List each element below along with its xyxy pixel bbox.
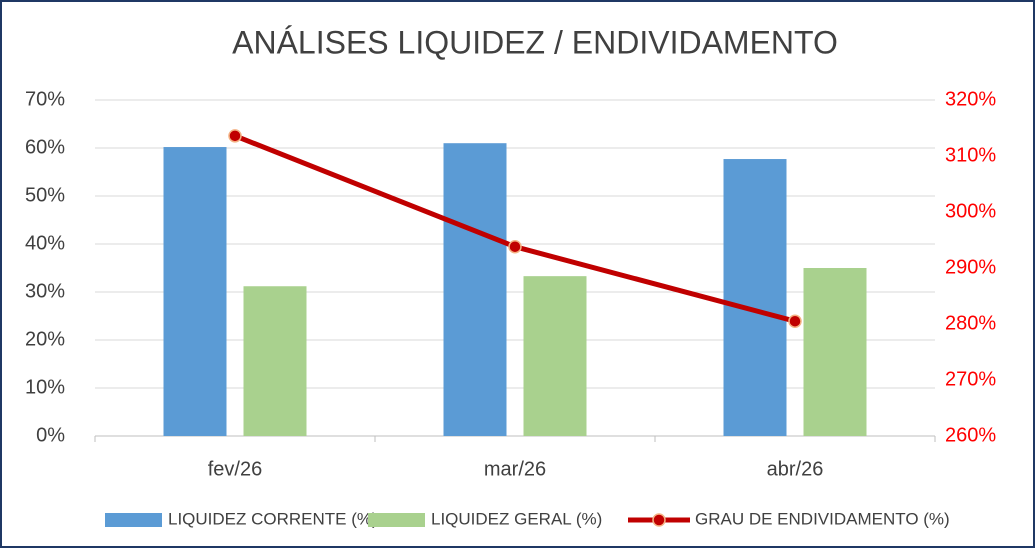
- marker: [228, 129, 242, 143]
- marker: [508, 239, 522, 254]
- legend-marker: [652, 513, 666, 527]
- y2-tick-label: 280%: [945, 312, 996, 334]
- y2-tick-label: 290%: [945, 256, 996, 278]
- legend-label: LIQUIDEZ CORRENTE (%): [168, 509, 378, 528]
- y-tick-label: 50%: [25, 184, 65, 206]
- bar: [163, 147, 227, 437]
- y-tick-label: 10%: [25, 376, 65, 398]
- y-tick-label: 70%: [25, 88, 65, 110]
- y2-tick-label: 260%: [945, 424, 996, 446]
- legend-label: GRAU DE ENDIVIDAMENTO (%): [695, 509, 950, 528]
- y-tick-label: 20%: [25, 328, 65, 350]
- chart-title: ANÁLISES LIQUIDEZ / ENDIVIDAMENTO: [232, 24, 838, 60]
- y2-tick-label: 310%: [945, 144, 996, 166]
- legend-swatch: [105, 513, 162, 527]
- y-tick-label: 0%: [36, 424, 65, 446]
- legend-label: LIQUIDEZ GERAL (%): [431, 509, 602, 528]
- x-tick-label: mar/26: [484, 458, 546, 480]
- marker: [788, 314, 802, 328]
- y2-tick-label: 320%: [945, 88, 996, 110]
- legend-swatch: [368, 513, 425, 527]
- y-tick-label: 60%: [25, 136, 65, 158]
- y-tick-label: 40%: [25, 232, 65, 254]
- y2-tick-label: 300%: [945, 200, 996, 222]
- y-tick-label: 30%: [25, 280, 65, 302]
- bar: [803, 268, 867, 436]
- x-tick-label: abr/26: [767, 458, 824, 480]
- bar: [523, 276, 587, 436]
- bar: [243, 286, 307, 436]
- bar: [723, 159, 787, 437]
- y2-tick-label: 270%: [945, 368, 996, 390]
- bar: [443, 143, 507, 436]
- x-tick-label: fev/26: [208, 458, 262, 480]
